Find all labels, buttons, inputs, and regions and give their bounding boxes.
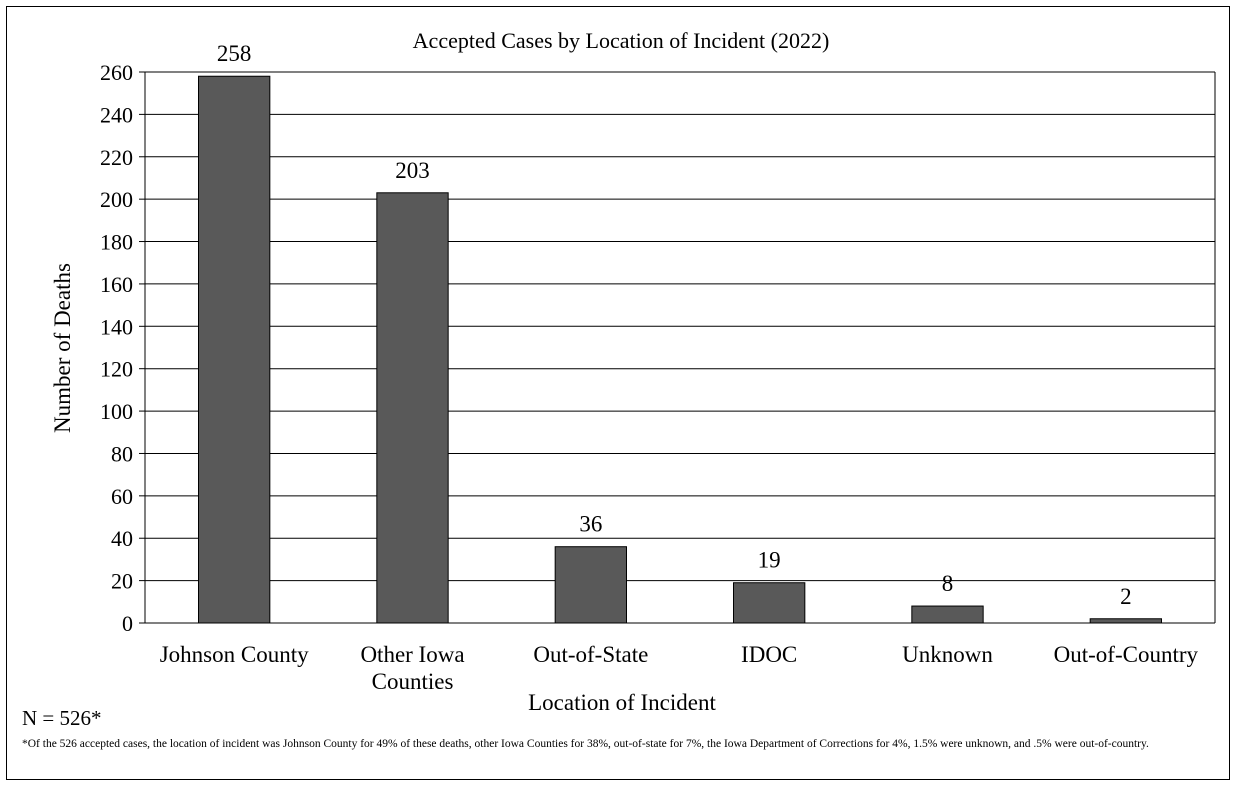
y-tick-label: 240	[100, 102, 133, 127]
category-label: Johnson County	[160, 642, 309, 667]
y-tick-label: 100	[100, 399, 133, 424]
category-label: Counties	[372, 669, 454, 694]
data-label: 8	[942, 571, 954, 596]
y-tick-label: 20	[111, 569, 133, 594]
bar	[198, 75, 271, 624]
bar	[911, 605, 984, 624]
category-label: Out-of-Country	[1054, 642, 1199, 667]
bar	[376, 192, 449, 624]
y-tick-label: 80	[111, 441, 133, 466]
y-tick-label: 260	[100, 60, 133, 85]
y-tick-label: 200	[100, 187, 133, 212]
data-label: 258	[217, 41, 252, 66]
y-tick-label: 160	[100, 272, 133, 297]
bars	[198, 75, 1162, 624]
bar	[1089, 618, 1162, 624]
y-tick-label: 140	[100, 314, 133, 339]
y-tick-label: 220	[100, 145, 133, 170]
sample-size-note: N = 526*	[22, 706, 102, 730]
x-axis-title: Location of Incident	[528, 690, 716, 715]
y-tick-label: 120	[100, 357, 133, 382]
bar	[733, 582, 806, 624]
y-axis-title: Number of Deaths	[50, 263, 75, 433]
data-labels: 258 203 36 19 8 2	[217, 41, 1132, 609]
category-label: IDOC	[741, 642, 797, 667]
gridlines	[145, 71, 1215, 624]
y-tick-label: 180	[100, 230, 133, 255]
bar	[554, 546, 628, 624]
data-label: 36	[579, 512, 602, 537]
chart-title: Accepted Cases by Location of Incident (…	[413, 28, 830, 53]
category-label: Other Iowa	[360, 642, 464, 667]
y-axis-ticks: 0 20 40 60 80 100 120 140 160 180 200 220 240 260	[100, 60, 145, 636]
y-tick-label: 0	[122, 611, 133, 636]
y-tick-label: 60	[111, 484, 133, 509]
y-tick-label: 40	[111, 526, 133, 551]
category-label: Unknown	[902, 642, 993, 667]
axes	[144, 72, 1216, 624]
category-label: Out-of-State	[533, 642, 648, 667]
footnote: *Of the 526 accepted cases, the location…	[22, 738, 1149, 750]
data-label: 19	[758, 548, 781, 573]
data-label: 203	[395, 158, 430, 183]
data-label: 2	[1120, 584, 1132, 609]
